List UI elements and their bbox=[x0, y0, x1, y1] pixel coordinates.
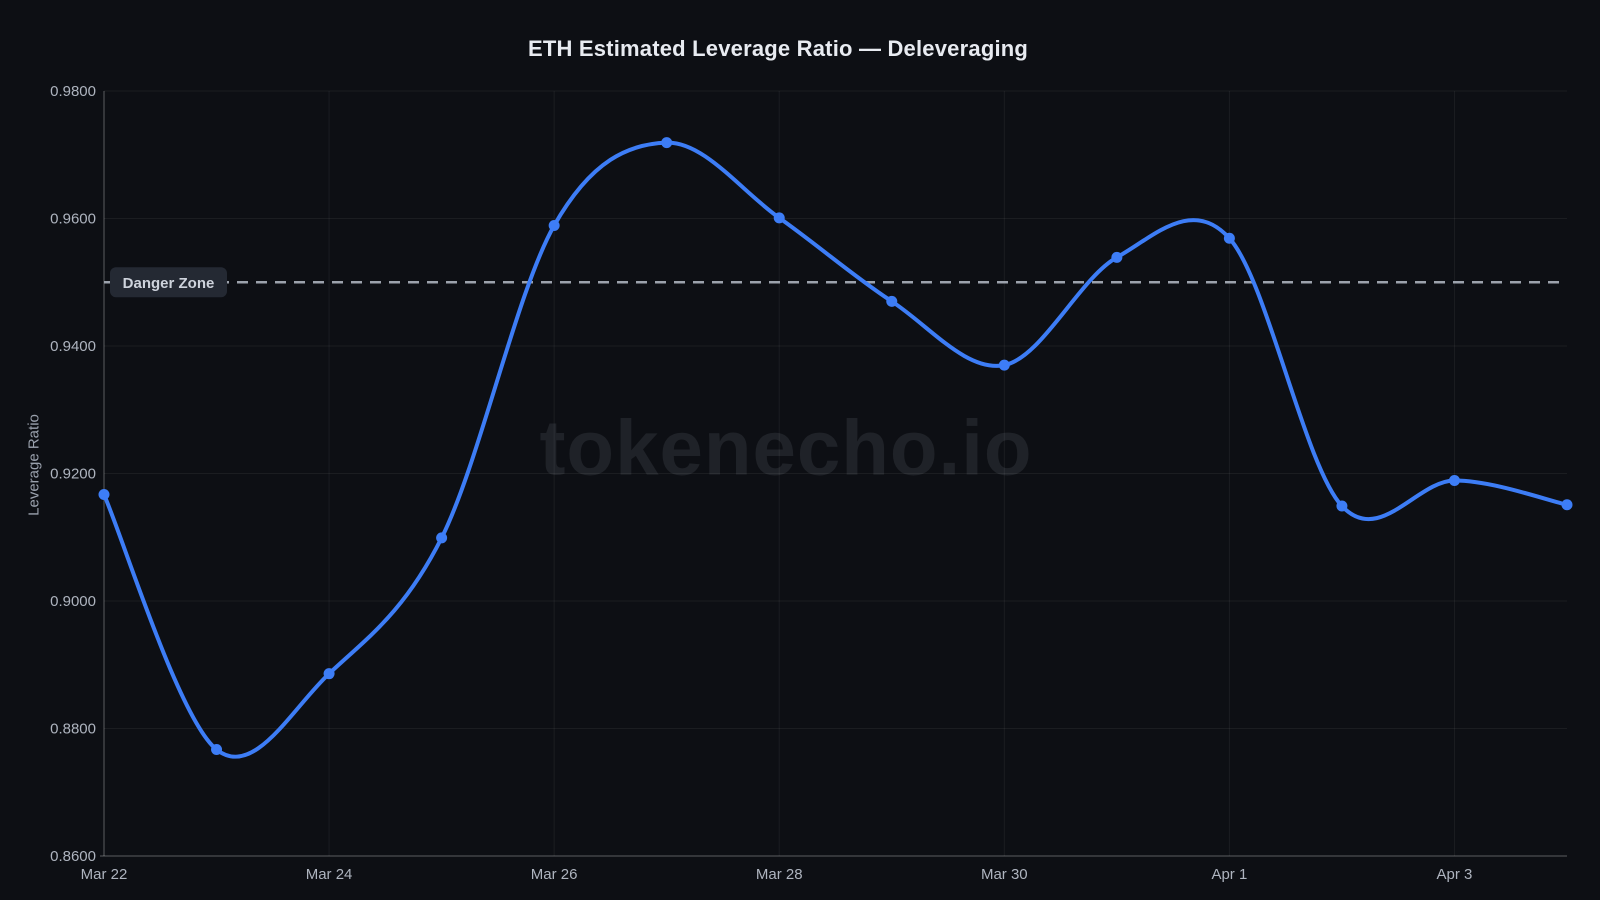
y-tick-label: 0.9000 bbox=[50, 593, 96, 610]
x-tick-label: Mar 30 bbox=[981, 866, 1028, 883]
y-tick-label: 0.9600 bbox=[50, 211, 96, 228]
y-tick-label: 0.9800 bbox=[50, 83, 96, 100]
data-point-apr-2[interactable] bbox=[1336, 500, 1348, 512]
y-tick-label: 0.8600 bbox=[50, 848, 96, 865]
data-point-mar-26[interactable] bbox=[548, 220, 560, 232]
data-point-mar-28[interactable] bbox=[773, 212, 785, 224]
x-tick-label: Mar 22 bbox=[81, 866, 128, 883]
x-tick-label: Apr 1 bbox=[1211, 866, 1247, 883]
data-point-mar-25[interactable] bbox=[436, 532, 448, 544]
x-tick-label: Mar 28 bbox=[756, 866, 803, 883]
y-tick-label: 0.8800 bbox=[50, 721, 96, 738]
x-tick-label: Mar 26 bbox=[531, 866, 578, 883]
data-point-apr-3[interactable] bbox=[1448, 475, 1460, 487]
data-point-mar-22[interactable] bbox=[98, 489, 110, 501]
data-point-mar-30[interactable] bbox=[998, 359, 1010, 371]
data-point-mar-23[interactable] bbox=[211, 744, 223, 756]
y-tick-label: 0.9200 bbox=[50, 466, 96, 483]
data-point-apr-4[interactable] bbox=[1561, 499, 1573, 511]
data-point-mar-27[interactable] bbox=[661, 137, 673, 149]
watermark: tokenecho.io bbox=[539, 403, 1033, 492]
chart-title: ETH Estimated Leverage Ratio — Deleverag… bbox=[527, 36, 1029, 61]
leverage-ratio-line bbox=[102, 140, 1569, 759]
y-tick-label: 0.9400 bbox=[50, 338, 96, 355]
x-tick-label: Mar 24 bbox=[306, 866, 353, 883]
data-point-apr-1[interactable] bbox=[1223, 232, 1235, 244]
data-point-mar-24[interactable] bbox=[323, 668, 335, 680]
danger-zone-label: Danger Zone bbox=[123, 275, 215, 292]
x-tick-label: Apr 3 bbox=[1437, 866, 1473, 883]
danger-zone-label-box bbox=[110, 267, 227, 298]
data-point-mar-29[interactable] bbox=[886, 295, 898, 307]
data-point-mar-31[interactable] bbox=[1111, 251, 1123, 263]
